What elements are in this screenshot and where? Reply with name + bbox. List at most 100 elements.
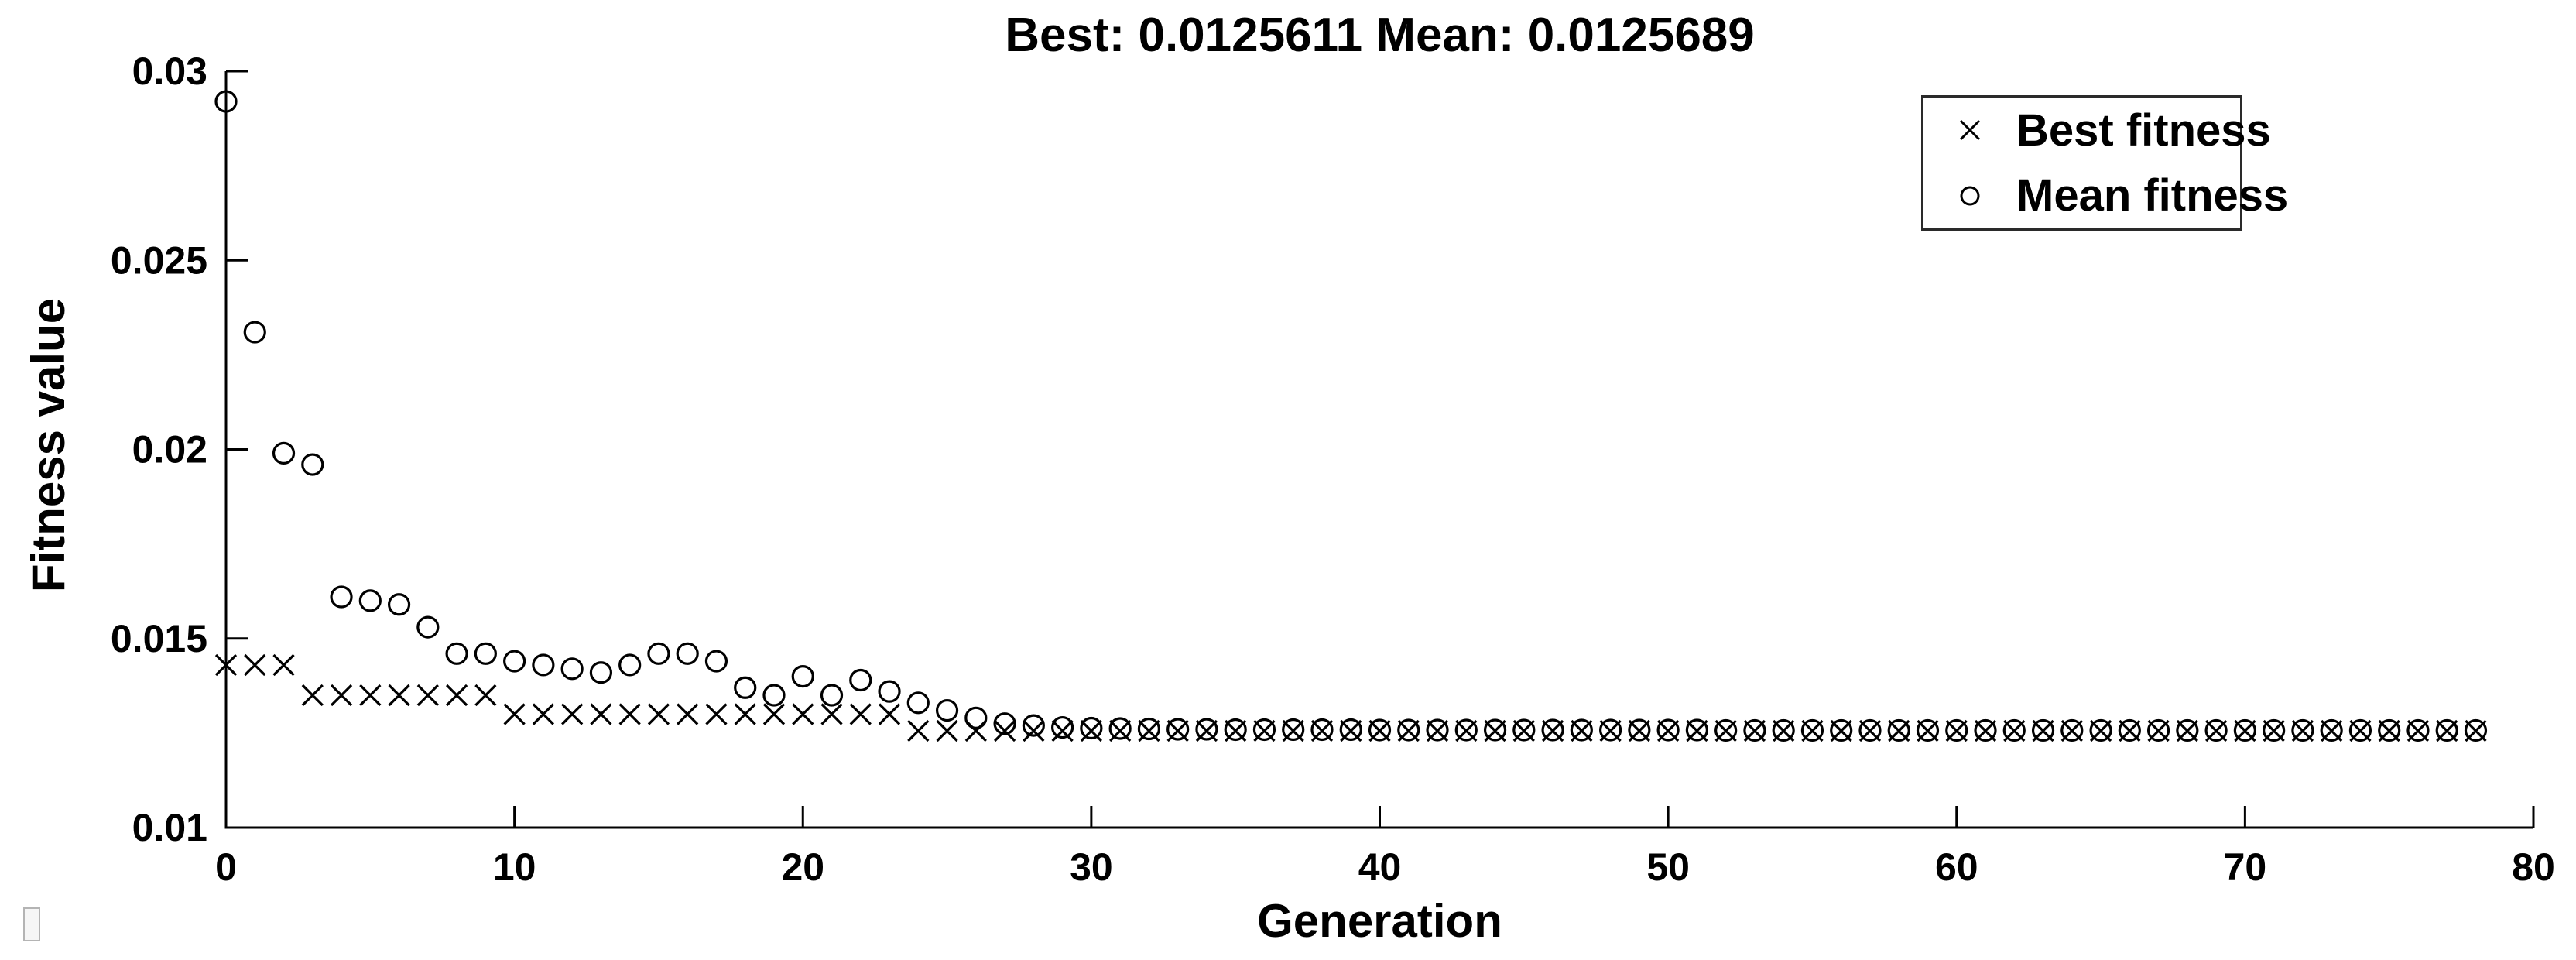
mean-fitness-point bbox=[243, 321, 266, 344]
mean-fitness-point bbox=[1426, 718, 1449, 742]
mean-fitness-point bbox=[935, 698, 959, 722]
legend-label-mean: Mean fitness bbox=[2016, 170, 2289, 221]
mean-fitness-point bbox=[1310, 718, 1334, 742]
mean-fitness-point bbox=[2089, 718, 2112, 742]
circle-marker-icon bbox=[1923, 174, 2016, 218]
mean-fitness-point bbox=[474, 642, 497, 665]
mean-fitness-point bbox=[272, 441, 296, 465]
y-tick-label: 0.03 bbox=[132, 50, 207, 93]
y-axis-ticks: 0.01 0.015 0.02 0.025 0.03 bbox=[111, 50, 248, 849]
mean-fitness-point bbox=[1599, 718, 1622, 742]
mean-fitness-point bbox=[964, 706, 988, 729]
mean-fitness-point bbox=[1080, 716, 1103, 740]
mean-fitness-point bbox=[1628, 718, 1651, 742]
mean-fitness-point bbox=[849, 668, 872, 692]
mean-fitness-point bbox=[560, 657, 584, 681]
mean-fitness-point bbox=[1252, 718, 1276, 742]
mean-fitness-point bbox=[1743, 718, 1766, 742]
mean-fitness-point bbox=[1772, 718, 1795, 742]
plot-title: Best: 0.0125611 Mean: 0.0125689 bbox=[1005, 9, 1755, 62]
mean-fitness-point bbox=[1051, 715, 1074, 739]
x-tick-label: 50 bbox=[1646, 845, 1690, 889]
x-axis-label: Generation bbox=[1257, 895, 1502, 947]
x-tick-label: 10 bbox=[493, 845, 536, 889]
mean-fitness-point bbox=[2406, 718, 2430, 742]
mean-fitness-point bbox=[1656, 718, 1680, 742]
mean-fitness-point bbox=[2233, 718, 2256, 742]
legend-item-best-fitness[interactable]: Best fitness bbox=[1923, 105, 2271, 156]
mean-fitness-point bbox=[1974, 718, 1997, 742]
mean-fitness-point bbox=[791, 664, 814, 688]
best-fitness-points bbox=[214, 653, 2487, 742]
mean-fitness-point bbox=[2060, 718, 2084, 742]
mean-fitness-point bbox=[704, 650, 728, 673]
legend-box[interactable]: Best fitness Mean fitness bbox=[1921, 95, 2288, 231]
mean-fitness-point bbox=[445, 642, 468, 665]
mean-fitness-markers bbox=[214, 90, 2488, 742]
mean-fitness-point bbox=[1166, 718, 1190, 741]
x-tick-label: 30 bbox=[1070, 845, 1113, 889]
mean-fitness-point bbox=[1512, 718, 1536, 742]
mean-fitness-point bbox=[358, 589, 382, 612]
mean-fitness-point bbox=[618, 653, 642, 677]
mean-fitness-point bbox=[878, 680, 901, 703]
mean-fitness-point bbox=[1224, 718, 1247, 742]
mean-fitness-point bbox=[1195, 718, 1218, 741]
mean-fitness-point bbox=[1108, 717, 1132, 740]
mean-fitness-point bbox=[1858, 718, 1882, 742]
mean-fitness-point bbox=[416, 615, 440, 639]
mean-fitness-point bbox=[2320, 718, 2343, 742]
mean-fitness-point bbox=[1339, 718, 1362, 742]
mean-fitness-point bbox=[2176, 718, 2199, 742]
y-tick-label: 0.015 bbox=[111, 617, 207, 660]
mean-fitness-point bbox=[2146, 718, 2170, 742]
mean-fitness-point bbox=[1282, 718, 1305, 742]
mean-fitness-point bbox=[1541, 718, 1564, 742]
mean-fitness-point bbox=[1800, 718, 1824, 742]
mean-fitness-point bbox=[214, 90, 238, 113]
mean-fitness-point bbox=[1022, 714, 1045, 737]
y-tick-label: 0.02 bbox=[132, 428, 207, 471]
mean-fitness-point bbox=[647, 642, 670, 665]
mean-fitness-point bbox=[1483, 718, 1507, 742]
y-tick-label: 0.025 bbox=[111, 238, 207, 282]
mean-fitness-point bbox=[2291, 718, 2314, 742]
y-tick-label: 0.01 bbox=[132, 806, 207, 849]
mean-fitness-point bbox=[734, 676, 757, 699]
x-axis-ticks: 0 10 20 30 40 50 60 70 80 bbox=[215, 806, 2555, 889]
mean-fitness-point bbox=[1916, 718, 1940, 742]
mean-fitness-point bbox=[532, 653, 555, 677]
mean-fitness-point bbox=[330, 585, 353, 609]
x-tick-label: 70 bbox=[2224, 845, 2267, 889]
mean-fitness-point bbox=[820, 684, 844, 707]
mean-fitness-point bbox=[387, 593, 411, 616]
x-tick-label: 60 bbox=[1935, 845, 1978, 889]
mean-fitness-point bbox=[1887, 718, 1910, 742]
mean-fitness-point bbox=[906, 691, 930, 715]
x-tick-label: 40 bbox=[1358, 845, 1402, 889]
x-tick-label: 0 bbox=[215, 845, 237, 889]
mean-fitness-point bbox=[2378, 718, 2401, 742]
mean-fitness-point bbox=[2002, 718, 2026, 742]
mean-fitness-point bbox=[2348, 718, 2372, 742]
mean-fitness-point bbox=[301, 453, 324, 476]
mean-fitness-point bbox=[2204, 718, 2228, 742]
mean-fitness-point bbox=[1454, 718, 1478, 742]
mean-fitness-point bbox=[503, 650, 526, 673]
mean-fitness-point bbox=[1368, 718, 1392, 742]
mean-fitness-point bbox=[589, 661, 613, 684]
scrollbar-artifact bbox=[23, 907, 40, 941]
mean-fitness-point bbox=[1570, 718, 1593, 742]
mean-fitness-point bbox=[1397, 718, 1420, 742]
mean-fitness-point bbox=[1714, 718, 1738, 742]
x-marker-icon bbox=[1923, 108, 2016, 152]
best-fitness-markers bbox=[214, 653, 2487, 742]
mean-fitness-point bbox=[676, 642, 699, 665]
mean-fitness-point bbox=[2435, 718, 2458, 742]
legend-item-mean-fitness[interactable]: Mean fitness bbox=[1923, 170, 2288, 221]
mean-fitness-point bbox=[1945, 718, 1968, 742]
mean-fitness-point bbox=[993, 712, 1016, 735]
mean-fitness-point bbox=[2464, 718, 2488, 742]
